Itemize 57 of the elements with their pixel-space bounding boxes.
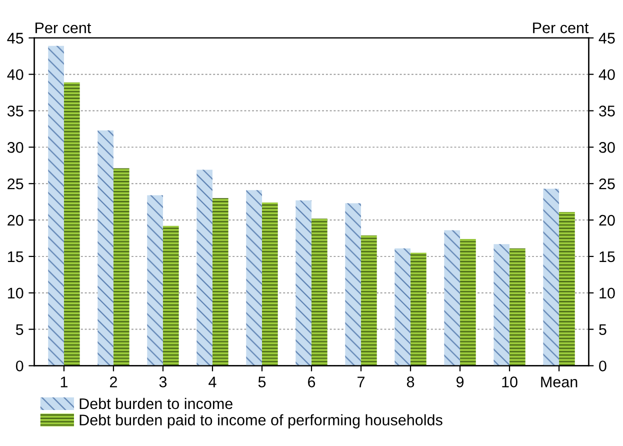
bar [262,202,278,366]
bar [345,203,362,366]
bar [312,218,328,366]
y2-tick-label: 10 [600,288,615,299]
x-tick-label: 4 [208,376,216,388]
x-tick-label: 10 [502,376,518,388]
y2-tick-label: 40 [598,69,615,80]
bar [410,252,426,366]
x-tick-label: 3 [159,376,167,388]
y-tick-label: 35 [7,106,24,116]
bar [64,82,80,366]
y-tick-label: 20 [8,214,24,226]
y-tick-label: 40 [7,69,24,80]
y2-axis-title: Per cent [533,22,589,34]
x-tick-label: 6 [308,376,316,388]
x-tick-label: 8 [406,376,414,388]
y2-tick-label: 30 [599,142,615,153]
x-tick-label: Mean [541,376,578,388]
bar [98,130,114,366]
bar [361,235,377,366]
bar [162,226,179,366]
y-tick-label: 0 [16,360,24,372]
bar [196,170,212,366]
y2-tick-label: 45 [598,32,615,44]
y2-tick-label: 20 [599,214,615,226]
y2-tick-label: 15 [600,251,615,262]
bar [543,188,560,366]
y2-tick-label: 35 [599,106,615,116]
bar [510,248,526,366]
bar [147,195,163,366]
legend-label: Debt burden paid to income of performing households [80,414,442,428]
y-tick-label: 25 [8,178,24,190]
bar [460,238,476,366]
bar [394,248,411,366]
y2-tick-label: 25 [599,178,615,190]
bar [494,244,510,366]
bar [559,212,575,366]
bar [212,198,228,366]
x-tick-label: 2 [110,376,117,388]
legend-label: Debt burden to income [80,398,232,410]
y2-tick-label: 0 [599,360,606,372]
bar [246,190,262,366]
y-tick-label: 5 [16,324,24,335]
bar [48,46,64,366]
x-tick-label: 5 [258,376,266,388]
x-tick-label: 9 [456,376,464,388]
y-tick-label: 45 [7,32,24,44]
y-tick-label: 10 [8,288,24,299]
bar [296,200,312,366]
bar [113,168,130,366]
y-tick-label: 30 [7,142,24,153]
x-tick-label: 1 [60,376,68,388]
bar [444,230,460,366]
x-tick-label: 7 [358,376,364,388]
y-tick-label: 15 [8,251,24,262]
y2-tick-label: 5 [599,324,606,335]
y-axis-title: Per cent [36,22,92,34]
